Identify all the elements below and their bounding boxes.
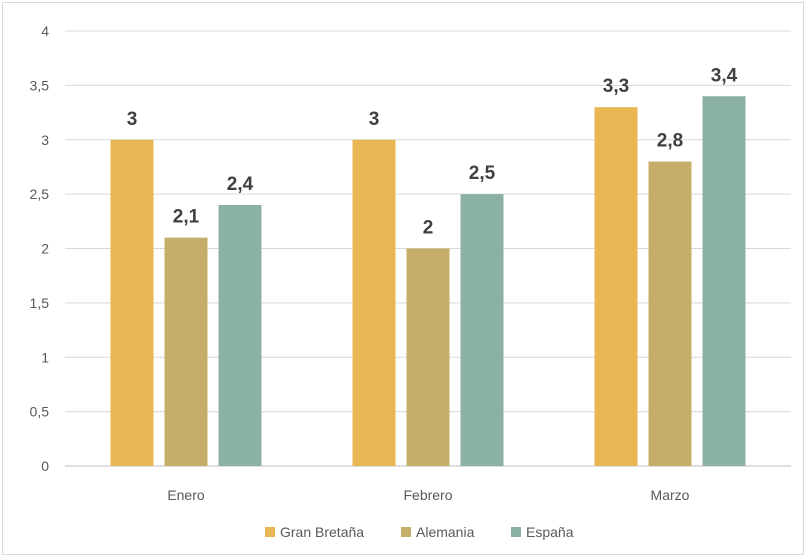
bar-chart: 00,511,522,533,54 32,12,4322,53,32,83,4 … (30, 23, 791, 540)
legend-label: España (526, 524, 574, 540)
legend: Gran Bretaña Alemania España (265, 524, 574, 540)
data-label: 3 (369, 109, 380, 130)
data-label: 3,3 (603, 76, 629, 97)
bar-marzo-3 (702, 96, 746, 466)
data-label: 2,8 (657, 131, 683, 152)
y-tick-label: 3,5 (30, 77, 50, 93)
legend-swatch (265, 527, 275, 537)
y-tick-label: 0 (41, 458, 49, 474)
y-tick-label: 4 (41, 23, 49, 39)
y-tick-label: 1 (41, 349, 49, 365)
bar-marzo-2 (648, 161, 692, 466)
data-label: 3 (127, 109, 138, 130)
data-label: 2 (423, 218, 434, 239)
y-tick-label: 0,5 (30, 404, 50, 420)
bar-enero-2 (164, 237, 208, 466)
y-tick-label: 1,5 (30, 295, 50, 311)
bars (110, 96, 746, 466)
bar-enero-3 (218, 205, 262, 466)
x-axis-ticks: Enero Febrero Marzo (167, 487, 689, 503)
bar-febrero-3 (460, 194, 504, 466)
y-tick-label: 3 (41, 132, 49, 148)
data-label: 2,5 (469, 163, 496, 184)
data-label: 2,4 (227, 174, 254, 195)
y-tick-label: 2 (41, 241, 49, 257)
legend-swatch (511, 527, 521, 537)
x-tick-label: Enero (167, 487, 205, 503)
bar-enero-1 (110, 139, 154, 466)
bar-febrero-2 (406, 248, 450, 466)
legend-label: Gran Bretaña (280, 524, 364, 540)
x-tick-label: Febrero (403, 487, 452, 503)
y-tick-label: 2,5 (30, 186, 50, 202)
data-label: 3,4 (711, 65, 738, 86)
x-tick-label: Marzo (651, 487, 690, 503)
legend-swatch (401, 527, 411, 537)
bar-febrero-1 (352, 139, 396, 466)
y-axis-ticks: 0 0,5 1 1,5 2 2,5 3 3,5 4 (30, 23, 50, 474)
data-labels: 3 2,1 2,4 3 2 2,5 3,3 2,8 3,4 (127, 65, 738, 238)
data-label: 2,1 (173, 207, 200, 228)
bar-marzo-1 (594, 107, 638, 466)
legend-label: Alemania (416, 524, 475, 540)
